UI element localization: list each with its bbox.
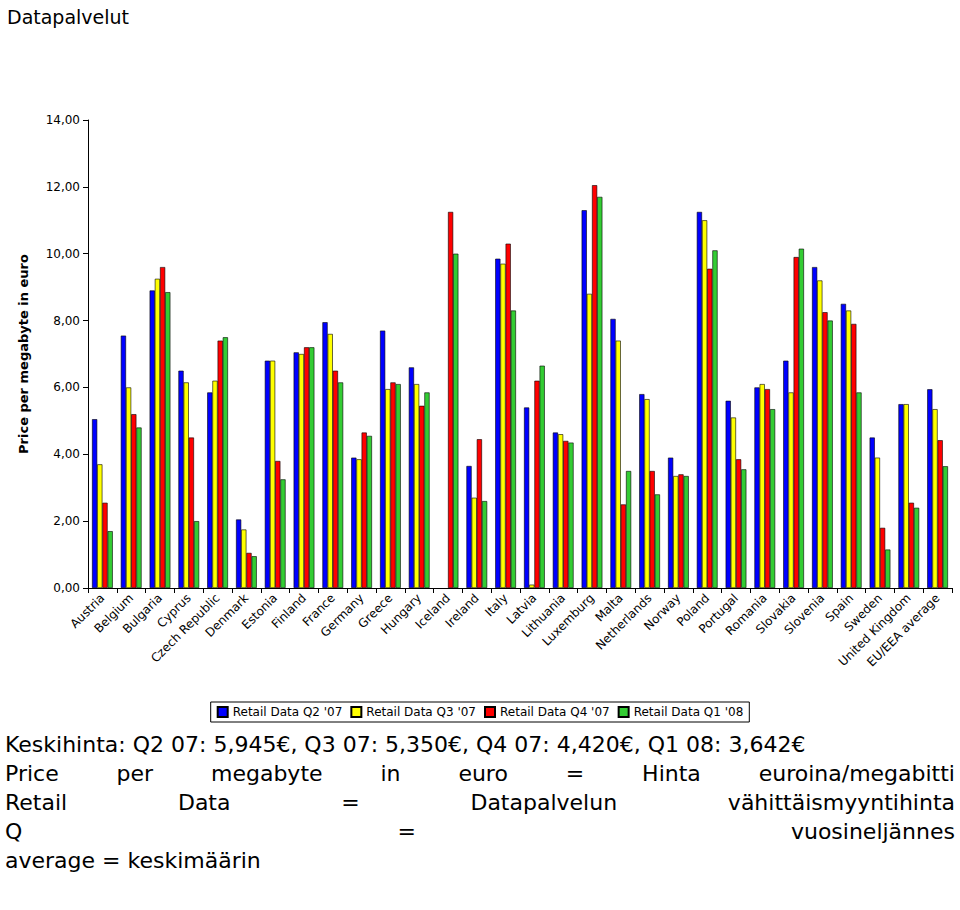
svg-text:Retail Data Q1 '08: Retail Data Q1 '08 (634, 705, 744, 719)
html-text:Q = vuosineljännes: Q = vuosineljännes (5, 819, 955, 844)
svg-text:Denmark: Denmark (202, 591, 251, 640)
svg-text:Sweden: Sweden (841, 591, 885, 635)
svg-text:Germany: Germany (318, 591, 367, 640)
svg-text:6,00: 6,00 (53, 380, 80, 394)
svg-text:Spain: Spain (822, 591, 857, 625)
svg-text:0,00: 0,00 (53, 581, 80, 595)
svg-text:Latvia: Latvia (503, 591, 540, 627)
svg-text:Cyprus: Cyprus (154, 591, 194, 631)
html-text:Retail Data = Datapalvelun väh: Retail Data = Datapalvelun vähittäismyyn… (5, 790, 955, 815)
svg-text:Iceland: Iceland (412, 591, 453, 632)
html-text:Price per megabyte in euro = H: Price per megabyte in euro = Hinta euroi… (5, 761, 955, 786)
svg-text:Retail Data Q2 '07: Retail Data Q2 '07 (233, 705, 343, 719)
svg-text:Italy: Italy (482, 591, 511, 620)
svg-text:Czech Republic: Czech Republic (148, 591, 223, 666)
svg-text:Norway: Norway (641, 591, 683, 633)
svg-text:EU/EEA average: EU/EEA average (864, 591, 942, 669)
svg-text:Slovenia: Slovenia (781, 591, 827, 637)
svg-text:Luxemburg: Luxemburg (539, 591, 597, 649)
svg-text:2,00: 2,00 (53, 514, 80, 528)
svg-text:Belgium: Belgium (91, 591, 137, 636)
svg-text:14,00: 14,00 (46, 113, 80, 127)
svg-text:Portugal: Portugal (695, 591, 741, 637)
svg-text:Austria: Austria (67, 591, 108, 631)
svg-text:4,00: 4,00 (53, 447, 80, 461)
svg-text:United Kingdom: United Kingdom (835, 591, 914, 669)
svg-text:Datapalvelut: Datapalvelut (7, 6, 129, 28)
svg-text:12,00: 12,00 (46, 180, 80, 194)
svg-text:France: France (299, 591, 338, 630)
svg-text:Retail Data Q3 '07: Retail Data Q3 '07 (366, 705, 476, 719)
svg-text:Hungary: Hungary (378, 591, 424, 637)
svg-text:Romania: Romania (722, 591, 770, 638)
html-text:average = keskimäärin: average = keskimäärin (5, 848, 261, 873)
svg-text:Price per megabyte in euro: Price per megabyte in euro (16, 254, 31, 454)
svg-text:Poland: Poland (674, 591, 713, 630)
svg-text:Malta: Malta (592, 591, 626, 625)
svg-text:10,00: 10,00 (46, 247, 80, 261)
svg-text:Lithuania: Lithuania (519, 591, 569, 641)
svg-text:Estonia: Estonia (239, 591, 281, 633)
svg-text:Ireland: Ireland (443, 591, 482, 630)
svg-text:Bulgaria: Bulgaria (120, 591, 165, 636)
html-text:Keskihinta: Q2 07: 5,945€, Q3: Keskihinta: Q2 07: 5,945€, Q3 07: 5,350€… (5, 732, 806, 757)
svg-text:Netherlands: Netherlands (593, 591, 655, 653)
svg-text:8,00: 8,00 (53, 314, 80, 328)
svg-text:Slovakia: Slovakia (753, 591, 799, 637)
svg-text:Retail Data Q4 '07: Retail Data Q4 '07 (500, 705, 610, 719)
svg-text:Finland: Finland (269, 591, 309, 631)
svg-text:Greece: Greece (355, 591, 396, 632)
